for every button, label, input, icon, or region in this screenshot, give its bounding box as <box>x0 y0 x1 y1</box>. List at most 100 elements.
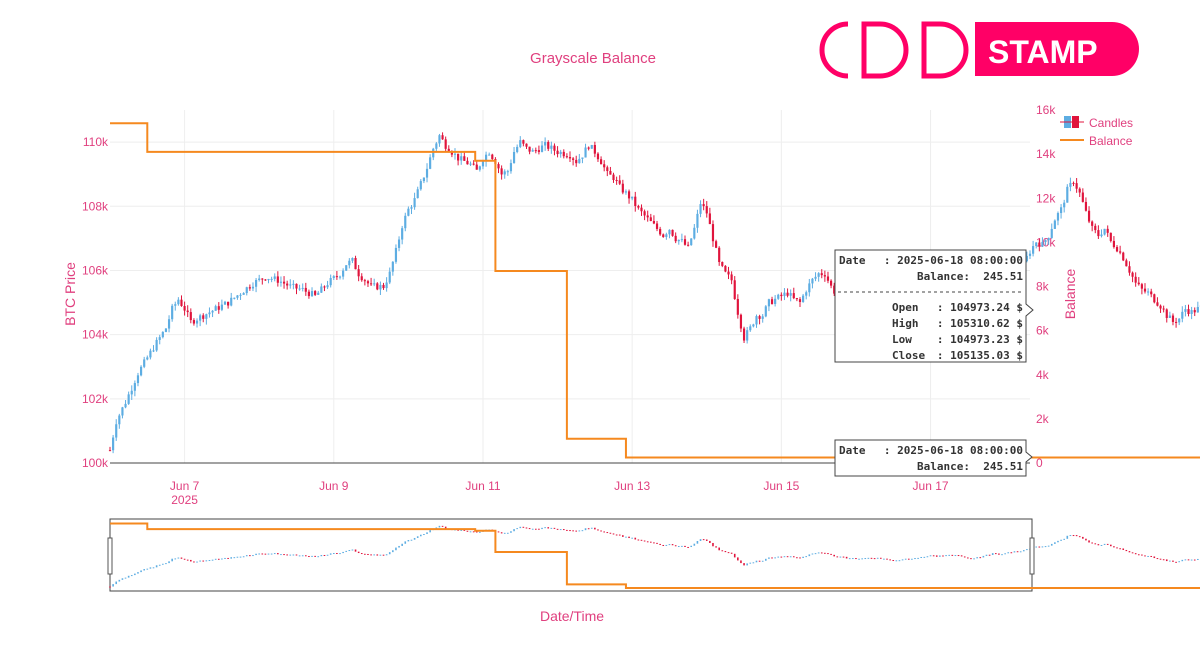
mini-candle <box>898 560 901 562</box>
candle <box>292 280 295 290</box>
candle <box>786 288 789 298</box>
candle <box>373 278 376 287</box>
mini-candle <box>935 555 938 557</box>
mini-candle <box>1041 546 1044 548</box>
mini-candle <box>373 554 375 556</box>
candle <box>1134 272 1137 287</box>
range-slider-left-handle[interactable] <box>107 537 113 575</box>
mini-candle <box>892 560 895 562</box>
candle <box>429 154 432 170</box>
mini-candle <box>587 528 590 530</box>
candle <box>833 282 836 296</box>
mini-candle <box>1131 552 1134 554</box>
mini-candle <box>1082 536 1084 539</box>
mini-candle <box>404 541 407 544</box>
y-axis-right-title: Balance <box>1062 268 1078 319</box>
candle <box>475 160 478 170</box>
candle <box>195 318 199 328</box>
candle <box>1140 282 1143 295</box>
candle <box>755 314 758 328</box>
candle <box>615 176 618 185</box>
candle <box>419 179 422 191</box>
candle <box>550 141 553 154</box>
candle <box>115 419 118 441</box>
candle <box>497 162 500 174</box>
legend-item-candles[interactable]: Candles <box>1060 116 1133 130</box>
mini-candle <box>1181 559 1184 562</box>
candle <box>345 265 348 271</box>
legend-item-balance[interactable]: Balance <box>1060 134 1133 148</box>
candle <box>584 143 587 158</box>
mini-candle <box>656 542 658 544</box>
mini-candle <box>1054 542 1056 544</box>
candle <box>618 175 621 186</box>
mini-candle <box>960 555 963 557</box>
mini-candle <box>1026 549 1028 551</box>
candle <box>286 280 289 290</box>
mini-candle <box>180 557 183 559</box>
candle <box>338 275 342 280</box>
candle <box>422 177 426 184</box>
mini-candle <box>653 542 655 544</box>
candle <box>155 337 158 352</box>
candle <box>139 365 143 377</box>
y-left-tick-label: 108k <box>82 199 109 213</box>
mini-candle <box>217 558 220 560</box>
candle <box>133 380 136 397</box>
mini-candle <box>628 536 630 539</box>
x-tick-label: Jun 13 <box>614 479 650 493</box>
mini-candle <box>749 562 752 564</box>
candle <box>528 146 531 155</box>
range-slider-right-handle[interactable] <box>1029 537 1035 575</box>
mini-candle <box>1016 551 1019 553</box>
mini-candle <box>317 556 320 558</box>
candle <box>239 293 242 300</box>
mini-candle <box>208 560 211 562</box>
candle <box>581 157 584 164</box>
mini-candle <box>305 555 307 557</box>
candle <box>767 298 771 312</box>
range-slider[interactable] <box>107 518 1200 592</box>
mini-candle <box>535 528 537 530</box>
candle <box>363 278 366 286</box>
candle <box>1115 245 1119 253</box>
candle <box>1143 283 1147 294</box>
candle <box>1122 251 1125 262</box>
mini-candle <box>584 528 587 531</box>
mini-candle <box>124 577 127 579</box>
mini-candle <box>1147 555 1149 557</box>
mini-candle <box>1141 554 1143 556</box>
candle <box>1044 239 1047 246</box>
mini-candle <box>541 527 543 530</box>
candle <box>730 271 733 285</box>
candle <box>696 209 699 233</box>
candle <box>1035 242 1038 249</box>
mini-candle <box>1122 548 1125 550</box>
mini-candle <box>802 556 804 558</box>
candle <box>124 400 127 409</box>
mini-candle <box>239 556 242 558</box>
mini-candle <box>761 560 764 562</box>
candle <box>805 290 808 300</box>
candle <box>1187 304 1190 317</box>
mini-candle <box>786 556 789 558</box>
mini-candle <box>578 530 581 532</box>
mini-candle <box>149 567 152 569</box>
y-left-tick-label: 102k <box>82 392 109 406</box>
mini-candle <box>165 563 167 565</box>
mini-candle <box>1110 544 1112 547</box>
mini-candle <box>600 530 602 532</box>
mini-candle <box>758 560 761 562</box>
y-right-tick-label: 4k <box>1036 368 1050 382</box>
mini-candle <box>525 527 528 529</box>
candle <box>724 265 727 273</box>
candle <box>1087 206 1091 224</box>
candle <box>742 326 746 344</box>
candle <box>180 295 183 307</box>
candle <box>404 212 407 232</box>
mini-candle <box>637 539 640 541</box>
mini-candle <box>510 531 512 533</box>
mini-candle <box>336 553 338 555</box>
mini-candle <box>398 545 400 548</box>
mini-candle <box>311 555 313 557</box>
